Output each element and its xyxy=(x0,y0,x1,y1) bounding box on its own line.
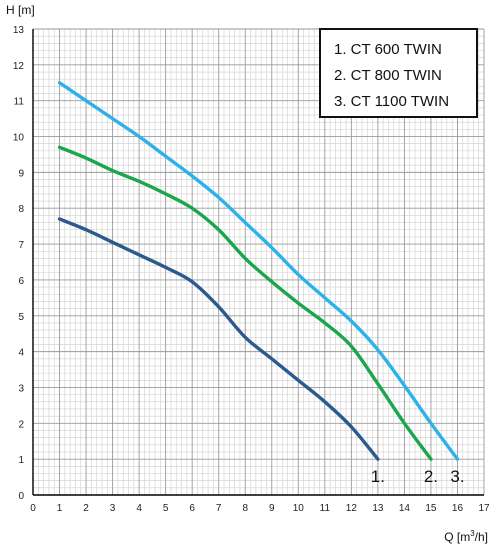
x-tick-label: 7 xyxy=(216,503,222,514)
x-tick-label: 6 xyxy=(189,503,195,514)
x-tick-label: 3 xyxy=(110,503,116,514)
x-tick-label: 0 xyxy=(30,503,36,514)
y-tick-label: 8 xyxy=(18,204,24,215)
y-tick-label: 4 xyxy=(18,348,24,359)
series-end-label: 3. xyxy=(450,467,464,486)
legend-entry: 2. CT 800 TWIN xyxy=(334,67,442,84)
legend-entry: 3. CT 1100 TWIN xyxy=(334,93,449,110)
x-tick-label: 15 xyxy=(425,503,437,514)
y-tick-label: 9 xyxy=(18,168,24,179)
x-tick-label: 16 xyxy=(452,503,464,514)
x-tick-label: 10 xyxy=(293,503,305,514)
y-tick-label: 13 xyxy=(13,25,25,36)
y-tick-label: 12 xyxy=(13,61,25,72)
x-tick-label: 4 xyxy=(136,503,142,514)
x-tick-label: 2 xyxy=(83,503,89,514)
legend-entry: 1. CT 600 TWIN xyxy=(334,41,442,58)
x-tick-label: 14 xyxy=(399,503,411,514)
series-end-label: 1. xyxy=(371,467,385,486)
y-tick-label: 10 xyxy=(13,133,25,144)
legend-box xyxy=(319,28,478,118)
x-tick-label: 8 xyxy=(242,503,248,514)
x-tick-label: 5 xyxy=(163,503,169,514)
series-line-1 xyxy=(57,217,380,461)
x-tick-label: 11 xyxy=(320,503,331,514)
series-line-3 xyxy=(57,81,460,461)
legend: 1. CT 600 TWIN 2. CT 800 TWIN 3. CT 1100… xyxy=(319,28,478,118)
y-tick-label: 0 xyxy=(18,491,24,502)
x-tick-label: 1 xyxy=(57,503,63,514)
y-tick-label: 11 xyxy=(14,97,25,108)
x-axis-label: Q [m3/h] xyxy=(444,529,488,544)
y-tick-label: 2 xyxy=(18,419,24,430)
tick-labels: 0 1 2 3 4 5 6 7 8 9 10 11 12 13 14 15 16 1701234567891011… xyxy=(13,25,490,514)
series-end-label: 2. xyxy=(424,467,438,486)
y-tick-label: 3 xyxy=(18,383,24,394)
x-tick-label: 9 xyxy=(269,503,275,514)
series-line-2 xyxy=(57,145,433,461)
axes xyxy=(32,29,484,496)
x-tick-label: 13 xyxy=(372,503,384,514)
y-tick-label: 5 xyxy=(18,312,24,323)
x-tick-label: 12 xyxy=(346,503,358,514)
series-end-labels: 1. 2. 3. xyxy=(371,467,465,486)
x-tick-label: 17 xyxy=(478,503,490,514)
series-lines xyxy=(57,81,460,461)
y-tick-label: 6 xyxy=(18,276,24,287)
y-tick-label: 7 xyxy=(18,240,24,251)
y-tick-label: 1 xyxy=(18,455,24,466)
y-axis-label: H [m] xyxy=(6,3,35,17)
